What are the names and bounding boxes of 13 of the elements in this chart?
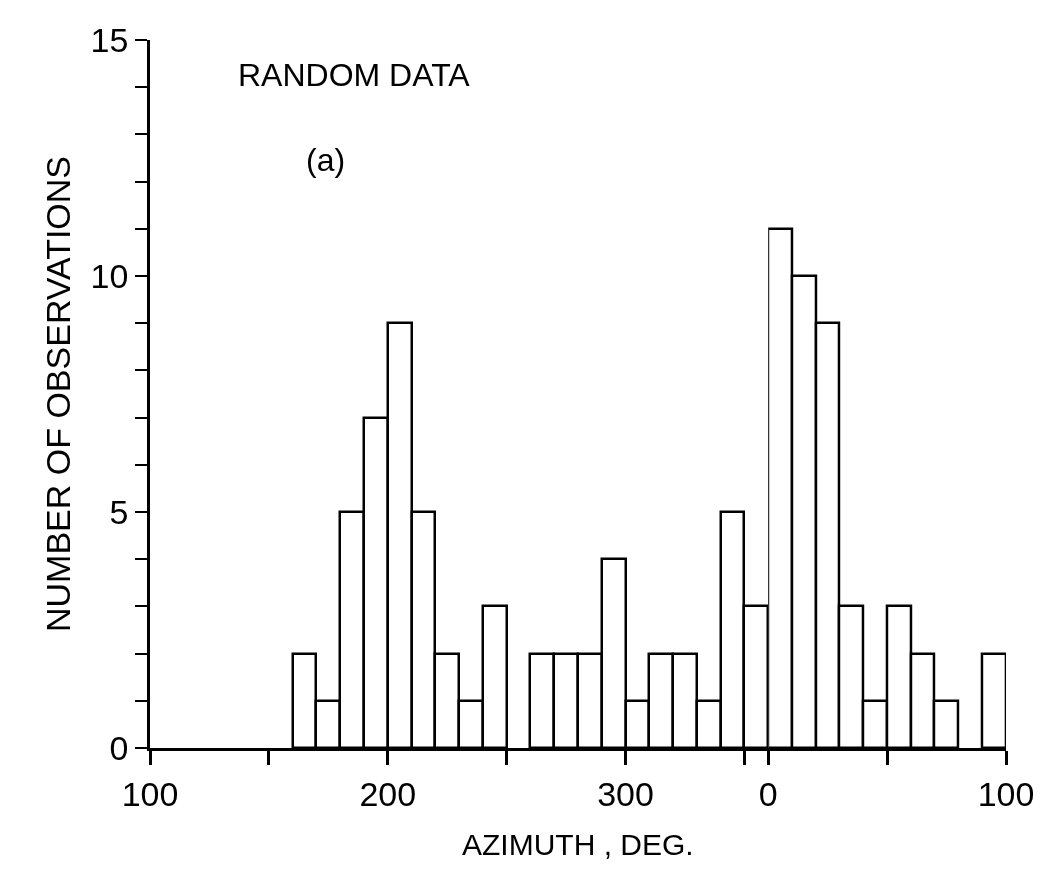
x-axis-title: AZIMUTH , DEG. [462,828,694,861]
annotation: (a) [306,142,346,178]
y-tick-label: 10 [90,256,129,295]
y-tick-label: 0 [109,728,129,767]
y-axis-title: NUMBER OF OBSERVATIONS [39,155,78,633]
y-tick-label: 5 [109,492,129,531]
x-tick-label: 0 [758,774,778,813]
x-tick-label: 300 [597,774,654,813]
x-tick-label: 100 [977,774,1035,813]
x-tick-label: 200 [359,774,417,813]
annotation: RANDOM DATA [238,57,471,93]
x-tick-label: 100 [121,774,179,813]
y-tick-label: 15 [90,20,129,59]
